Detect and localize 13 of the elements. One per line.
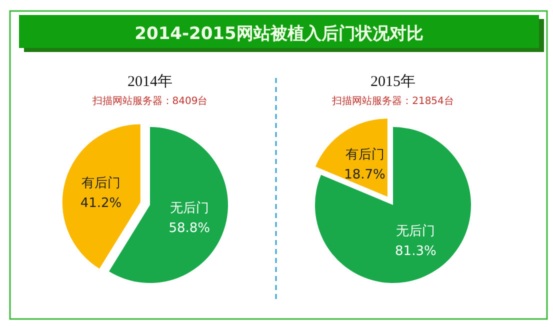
chart-subtitle: 扫描网站服务器：21854台 — [331, 95, 454, 107]
chart-title: 2015年 — [370, 73, 416, 90]
text: 2014-2015网站被植入后门状况对比 — [134, 24, 424, 44]
slice-label: 有后门 — [345, 146, 384, 163]
slice-label: 有后门 — [81, 175, 120, 192]
data-label: 58.8% — [168, 221, 210, 236]
data-label: 81.3% — [395, 244, 436, 260]
chart-title: 2014年 — [128, 73, 172, 90]
slice-label: 无后门 — [170, 200, 209, 216]
chart-subtitle: 扫描网站服务器：8409台 — [91, 95, 208, 107]
data-label: 41.2% — [80, 196, 122, 212]
slice-label: 无后门 — [396, 223, 436, 240]
data-label: 18.7% — [344, 168, 386, 183]
